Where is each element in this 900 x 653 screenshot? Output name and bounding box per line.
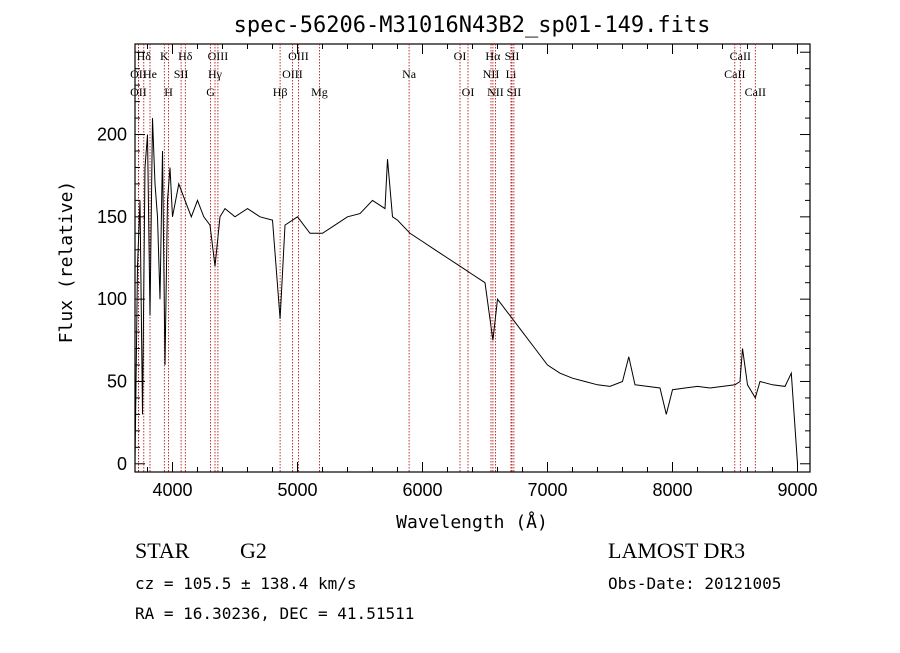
line-label: Hα <box>485 49 501 63</box>
line-label: H <box>164 85 173 99</box>
y-tick-label: 100 <box>97 289 127 309</box>
line-label: SII <box>507 85 522 99</box>
line-label: OI <box>462 85 475 99</box>
spectrum-line <box>134 118 798 464</box>
survey-name: LAMOST DR3 <box>608 538 746 563</box>
line-label: Hδ <box>178 49 193 63</box>
y-tick-label: 50 <box>107 371 127 391</box>
line-label: K <box>160 49 169 63</box>
line-label: Hβ <box>273 85 288 99</box>
x-axis-ticks: 4000 5000 6000 7000 8000 9000 <box>147 44 818 500</box>
line-label: OIII <box>282 67 303 81</box>
x-tick-label: 5000 <box>277 480 317 500</box>
line-label: OII <box>130 67 147 81</box>
coordinates-readout: RA = 16.30236, DEC = 41.51511 <box>135 604 415 623</box>
y-axis-label: Flux (relative) <box>56 181 77 344</box>
line-label: NII <box>487 85 504 99</box>
line-label: G <box>206 85 215 99</box>
redshift-readout: cz = 105.5 ± 138.4 km/s <box>135 574 357 593</box>
plot-frame <box>134 43 811 473</box>
line-label: CaII <box>730 49 751 63</box>
line-label: OIII <box>208 49 229 63</box>
line-label: OII <box>130 85 147 99</box>
object-type: STAR <box>135 538 190 563</box>
y-tick-label: 150 <box>97 207 127 227</box>
line-label: Mg <box>311 85 328 99</box>
chart-title: spec-56206-M31016N43B2_sp01-149.fits <box>234 13 711 38</box>
x-tick-label: 9000 <box>777 480 817 500</box>
object-class: G2 <box>240 538 267 563</box>
line-label: He <box>143 67 157 81</box>
line-label: OIII <box>288 49 309 63</box>
line-label: CaII <box>724 67 745 81</box>
x-tick-label: 8000 <box>652 480 692 500</box>
line-label: Hδ <box>137 49 152 63</box>
line-label: SII <box>505 49 520 63</box>
line-label: Li <box>506 67 517 81</box>
x-tick-label: 6000 <box>402 480 442 500</box>
line-label: NII <box>483 67 500 81</box>
line-label: OI <box>454 49 467 63</box>
observation-date: Obs-Date: 20121005 <box>608 574 782 593</box>
y-tick-label: 200 <box>97 125 127 145</box>
y-axis-ticks: 0 50 100 150 200 <box>97 51 810 474</box>
line-label: Hγ <box>208 67 223 81</box>
x-axis-label: Wavelength (Å) <box>396 511 548 533</box>
line-label: Na <box>402 67 417 81</box>
x-tick-label: 4000 <box>152 480 192 500</box>
x-tick-label: 7000 <box>527 480 567 500</box>
y-tick-label: 0 <box>117 454 127 474</box>
line-label: SII <box>174 67 189 81</box>
line-label: CaII <box>745 85 766 99</box>
